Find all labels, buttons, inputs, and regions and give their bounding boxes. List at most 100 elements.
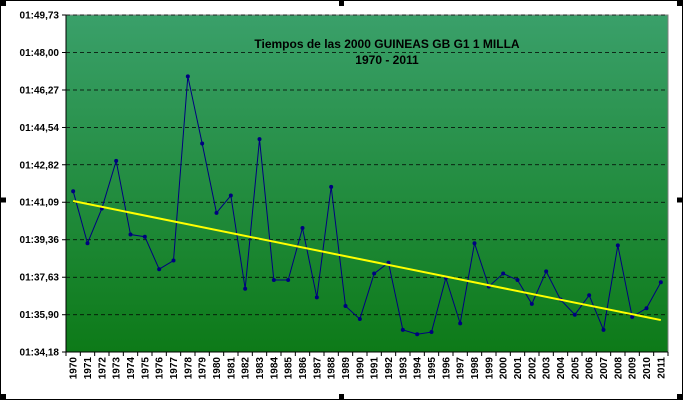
data-point bbox=[286, 278, 291, 283]
resize-handle[interactable] bbox=[339, 394, 344, 399]
x-tick-label: 2007 bbox=[599, 357, 610, 380]
x-tick-label: 1970 bbox=[69, 357, 80, 380]
x-tick-label: 1990 bbox=[355, 357, 366, 380]
data-point bbox=[601, 327, 606, 332]
x-tick-label: 2000 bbox=[499, 357, 510, 380]
data-point bbox=[458, 321, 463, 326]
y-tick-labels: 01:34,18 01:35,90 01:37,63 01:39,36 01:41,09… bbox=[20, 11, 66, 359]
x-tick-label: 1995 bbox=[427, 357, 438, 380]
data-point bbox=[658, 280, 663, 285]
x-tick-label: 1992 bbox=[384, 357, 395, 380]
resize-handle[interactable] bbox=[339, 1, 344, 6]
x-tick-label: 1977 bbox=[169, 357, 180, 380]
x-tick-label: 1971 bbox=[83, 357, 94, 380]
data-point bbox=[615, 243, 620, 248]
x-tick-label: 1973 bbox=[112, 357, 123, 380]
data-point bbox=[128, 232, 133, 237]
x-tick-label: 1988 bbox=[327, 357, 338, 380]
data-point bbox=[343, 304, 348, 309]
data-point bbox=[71, 189, 76, 194]
x-tick-label: 1978 bbox=[183, 357, 194, 380]
trendline bbox=[72, 200, 662, 322]
data-point bbox=[85, 241, 90, 246]
data-point bbox=[114, 158, 119, 163]
x-tick-label: 1975 bbox=[140, 357, 151, 380]
resize-handle[interactable] bbox=[1, 394, 6, 399]
resize-handle[interactable] bbox=[1, 1, 6, 6]
y-tick-label: 01:42,82 bbox=[20, 160, 60, 171]
gridlines bbox=[66, 14, 668, 316]
data-point bbox=[501, 271, 506, 276]
data-point bbox=[400, 327, 405, 332]
data-point bbox=[644, 306, 649, 311]
data-point bbox=[314, 295, 319, 300]
x-tick-label: 2008 bbox=[613, 357, 624, 380]
x-tick-label: 2006 bbox=[585, 357, 596, 380]
x-tick-label: 1986 bbox=[298, 357, 309, 380]
resize-handle[interactable] bbox=[677, 1, 682, 6]
data-point bbox=[271, 278, 276, 283]
x-tick-label: 1984 bbox=[269, 357, 280, 380]
data-point bbox=[630, 314, 635, 319]
x-tick-label: 1972 bbox=[97, 357, 108, 380]
data-point bbox=[544, 269, 549, 274]
data-point bbox=[171, 258, 176, 263]
x-tick-label: 1991 bbox=[370, 357, 381, 380]
chart-title: Tiempos de las 2000 GUINEAS GB G1 1 MILL… bbox=[254, 37, 520, 51]
y-tick-label: 01:37,63 bbox=[20, 273, 60, 284]
y-tick-label: 01:35,90 bbox=[20, 310, 60, 321]
x-tick-label: 1985 bbox=[284, 357, 295, 380]
trendline-layer bbox=[72, 200, 662, 322]
x-tick-label: 1974 bbox=[126, 357, 137, 380]
x-tick-label: 1983 bbox=[255, 357, 266, 380]
y-tick-label: 01:41,09 bbox=[20, 198, 60, 209]
resize-handle[interactable] bbox=[677, 197, 682, 203]
y-tick-label: 01:48,00 bbox=[20, 48, 60, 59]
data-point bbox=[415, 332, 420, 337]
data-point bbox=[214, 210, 219, 215]
data-point bbox=[329, 184, 334, 189]
data-point bbox=[228, 193, 233, 198]
x-tick-label: 1997 bbox=[456, 357, 467, 380]
data-point bbox=[572, 312, 577, 317]
data-point bbox=[587, 293, 592, 298]
x-tick-label: 1999 bbox=[484, 357, 495, 380]
x-tick-label: 1980 bbox=[212, 357, 223, 380]
x-tick-label: 2009 bbox=[628, 357, 639, 380]
x-tick-label: 2010 bbox=[642, 357, 653, 380]
y-tick-label: 01:39,36 bbox=[20, 235, 60, 246]
data-point bbox=[529, 301, 534, 306]
x-tick-label: 2002 bbox=[527, 357, 538, 380]
y-tick-label: 01:46,27 bbox=[20, 85, 60, 96]
x-tick-label: 2011 bbox=[656, 357, 667, 379]
x-tick-label: 1989 bbox=[341, 357, 352, 380]
data-point bbox=[243, 286, 248, 291]
resize-handle[interactable] bbox=[1, 197, 6, 203]
data-point bbox=[472, 241, 477, 246]
x-tick-label: 1993 bbox=[398, 357, 409, 380]
data-point bbox=[257, 137, 262, 142]
x-tick-label: 1981 bbox=[226, 357, 237, 380]
series-line bbox=[72, 76, 662, 335]
x-tick-label: 1987 bbox=[312, 357, 323, 380]
y-tick-label: 01:34,18 bbox=[20, 348, 60, 359]
data-point bbox=[185, 74, 190, 79]
x-tick-label: 2001 bbox=[513, 357, 524, 380]
x-tick-label: 1982 bbox=[241, 357, 252, 380]
x-tick-labels: 1970 1971 1972 1973 1974 1975 1976 1977 1978 1979… bbox=[65, 352, 669, 380]
resize-handle[interactable] bbox=[677, 394, 682, 399]
data-point bbox=[515, 278, 520, 283]
x-tick-label: 1994 bbox=[413, 357, 424, 380]
x-tick-label: 2005 bbox=[570, 357, 581, 380]
x-tick-label: 2003 bbox=[542, 357, 553, 380]
data-point bbox=[200, 141, 205, 146]
x-tick-label: 2004 bbox=[556, 357, 567, 380]
data-point bbox=[357, 317, 362, 322]
x-tick-label: 1998 bbox=[470, 357, 481, 380]
x-tick-label: 1979 bbox=[198, 357, 209, 380]
chart-subtitle: 1970 - 2011 bbox=[355, 53, 419, 67]
data-point bbox=[300, 226, 305, 231]
